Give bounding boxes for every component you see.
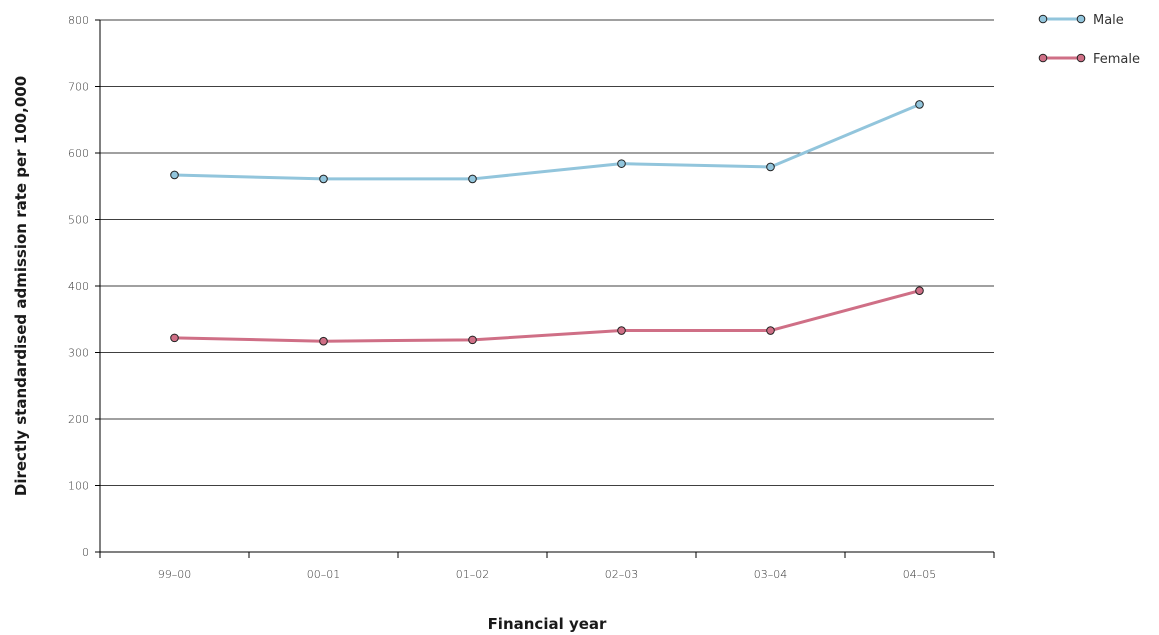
data-point-male — [319, 174, 328, 184]
data-point-female — [617, 326, 626, 335]
legend-marker — [1038, 53, 1048, 63]
x-tick-label: 03–04 — [754, 568, 788, 581]
x-tick-label: 04–05 — [903, 568, 937, 581]
data-point-male — [468, 174, 477, 184]
x-tick-label: 99–00 — [158, 568, 192, 581]
x-tick-label: 01–02 — [456, 568, 490, 581]
data-point-male — [915, 100, 924, 109]
y-tick-label: 400 — [68, 280, 89, 293]
y-tick-label: 0 — [82, 546, 89, 559]
series-male — [170, 100, 924, 184]
data-point-male — [170, 170, 179, 180]
legend-label-male: Male — [1093, 13, 1124, 28]
x-tick-label: 00–01 — [307, 568, 341, 581]
legend-item-male: Male — [1038, 13, 1124, 28]
y-tick-label: 100 — [68, 480, 89, 493]
y-axis-title: Directly standardised admission rate per… — [12, 76, 30, 496]
legend-marker — [1038, 14, 1048, 24]
series-female — [170, 286, 924, 346]
x-tick-label: 02–03 — [605, 568, 639, 581]
data-point-female — [170, 333, 179, 343]
series-group — [170, 100, 924, 346]
y-tick-label: 800 — [68, 14, 89, 27]
data-point-female — [319, 336, 328, 346]
data-point-female — [915, 286, 924, 295]
gridlines — [100, 19, 994, 486]
y-tick-label: 700 — [68, 81, 89, 94]
y-tick-label: 600 — [68, 147, 89, 160]
y-axis-ticks: 0 100 200 300 400 500 600 700 800 — [68, 14, 100, 559]
data-point-male — [617, 159, 626, 168]
legend-marker — [1076, 14, 1086, 24]
y-tick-label: 300 — [68, 347, 89, 360]
series-line-male — [174, 103, 921, 181]
y-tick-label: 500 — [68, 214, 89, 227]
data-point-male — [766, 162, 775, 172]
legend: Male Female — [1038, 13, 1140, 67]
x-axis-title: Financial year — [488, 615, 607, 633]
y-tick-label: 200 — [68, 413, 89, 426]
data-point-female — [766, 326, 775, 335]
x-axis-ticks: 99–00 00–01 01–02 02–03 03–04 04–05 — [99, 552, 995, 581]
legend-marker — [1076, 53, 1086, 63]
legend-item-female: Female — [1038, 52, 1140, 67]
data-point-female — [468, 335, 477, 345]
legend-label-female: Female — [1093, 52, 1140, 67]
series-line-female — [174, 289, 920, 343]
